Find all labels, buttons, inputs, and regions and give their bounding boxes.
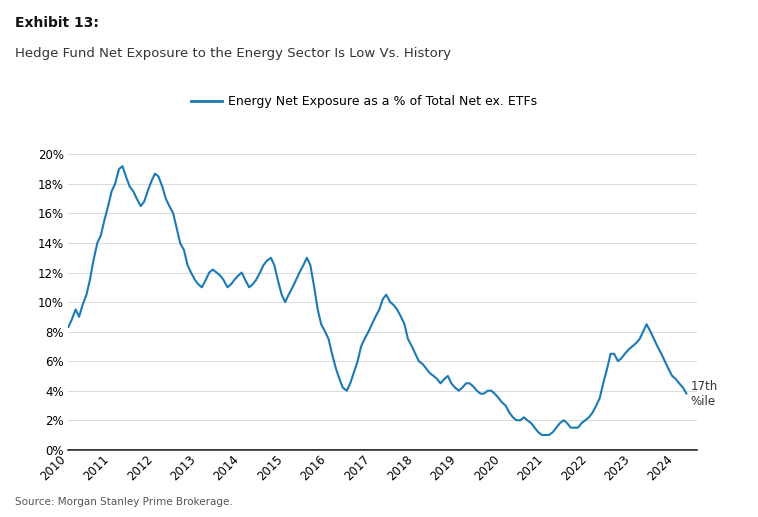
Legend: Energy Net Exposure as a % of Total Net ex. ETFs: Energy Net Exposure as a % of Total Net … xyxy=(186,90,542,113)
Text: Hedge Fund Net Exposure to the Energy Sector Is Low Vs. History: Hedge Fund Net Exposure to the Energy Se… xyxy=(15,47,451,59)
Text: Source: Morgan Stanley Prime Brokerage.: Source: Morgan Stanley Prime Brokerage. xyxy=(15,497,233,507)
Text: Exhibit 13:: Exhibit 13: xyxy=(15,16,99,29)
Text: 17th
%ile: 17th %ile xyxy=(691,379,718,408)
